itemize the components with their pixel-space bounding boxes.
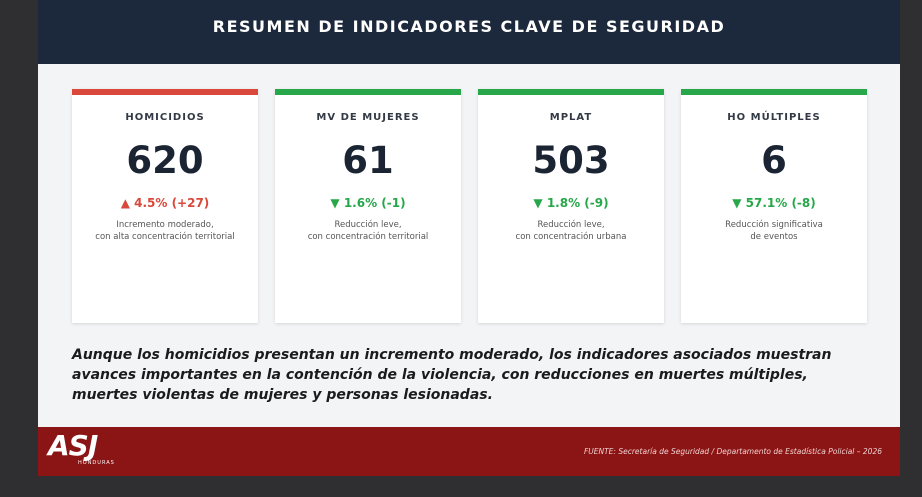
kpi-card: MPLAT 503 ▼ 1.8% (-9) Reducción leve, con co… — [478, 89, 664, 323]
kpi-label: MV DE MUJERES — [316, 112, 420, 123]
accent-bar — [72, 89, 258, 95]
note-line: Reducción leve, — [334, 220, 402, 230]
note-line: con concentración urbana — [515, 232, 627, 242]
note-line: Incremento moderado, — [116, 220, 214, 230]
slide: RESUMEN DE INDICADORES CLAVE DE SEGURIDA… — [38, 0, 900, 476]
note-line: Reducción leve, — [537, 220, 605, 230]
kpi-note: Reducción leve, con concentración territo… — [275, 219, 461, 243]
logo-sub: HONDURAS — [78, 460, 115, 466]
kpi-note: Incremento moderado, con alta concentraci… — [72, 219, 258, 243]
footer: ASJ HONDURAS FUENTE: Secretaría de Segur… — [38, 427, 900, 476]
kpi-change: ▼ 1.8% (-9) — [533, 196, 609, 210]
kpi-value: 620 — [126, 139, 204, 182]
note-line: de eventos — [750, 232, 798, 242]
note-line: con concentración territorial — [307, 232, 429, 242]
kpi-card: HO MÚLTIPLES 6 ▼ 57.1% (-8) Reducción signi… — [681, 89, 867, 323]
note-line: Reducción significativa — [725, 220, 823, 230]
kpi-change: ▼ 57.1% (-8) — [732, 196, 816, 210]
kpi-label: MPLAT — [549, 112, 593, 123]
accent-bar — [275, 89, 461, 95]
kpi-note: Reducción significativa de eventos — [681, 219, 867, 243]
kpi-card: HOMICIDIOS 620 ▲ 4.5% (+27) Incremento mode… — [72, 89, 258, 323]
summary: Aunque los homicidios presentan un incre… — [72, 347, 832, 403]
source: FUENTE: Secretaría de Seguridad / Depart… — [583, 447, 882, 456]
note-line: con alta concentración territorial — [95, 232, 235, 242]
kpi-note: Reducción leve, con concentración urbana — [478, 219, 664, 243]
header-title: RESUMEN DE INDICADORES CLAVE DE SEGURIDA… — [38, 0, 900, 64]
kpi-value: 503 — [532, 139, 610, 182]
kpi-change: ▼ 1.6% (-1) — [330, 196, 406, 210]
kpi-value: 61 — [342, 139, 394, 182]
kpi-value: 6 — [761, 139, 787, 182]
accent-bar — [681, 89, 867, 95]
kpi-change: ▲ 4.5% (+27) — [120, 196, 210, 210]
kpi-label: HO MÚLTIPLES — [727, 112, 821, 123]
logo: ASJ — [48, 429, 98, 462]
kpi-card: MV DE MUJERES 61 ▼ 1.6% (-1) Reducción leve… — [275, 89, 461, 323]
accent-bar — [478, 89, 664, 95]
kpi-label: HOMICIDIOS — [125, 112, 205, 123]
